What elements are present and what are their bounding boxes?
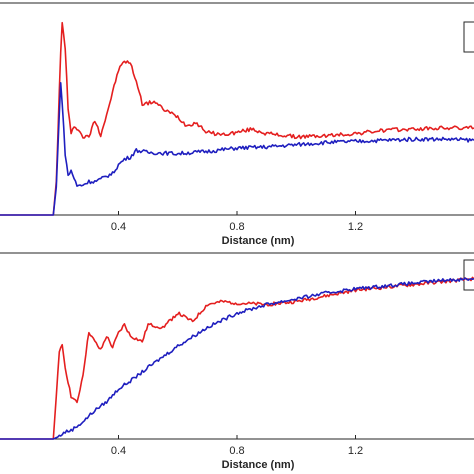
bottom-x-axis-label: Distance (nm) xyxy=(222,459,295,471)
top-series-2-line xyxy=(0,82,474,216)
bottom-series-layer xyxy=(0,276,474,440)
top-x-tick-label: 0.4 xyxy=(111,221,126,233)
bottom-series-2-line xyxy=(0,277,474,440)
bottom-legend-box[interactable] xyxy=(463,259,474,291)
top-x-tick-label: 0.8 xyxy=(229,221,244,233)
bottom-x-tick-label: 0.8 xyxy=(229,445,244,457)
bottom-x-tick-label: 0.4 xyxy=(111,445,126,457)
top-series-1-line xyxy=(0,21,474,216)
bottom-x-axis-ticks: 0.4 0.8 1.2 xyxy=(111,435,363,457)
top-legend-box[interactable] xyxy=(463,21,474,53)
top-x-axis-ticks: 0.4 0.8 1.2 xyxy=(111,211,363,233)
bottom-x-tick-label: 1.2 xyxy=(348,445,363,457)
bottom-plot-area xyxy=(0,252,474,440)
top-plot-area xyxy=(0,2,474,216)
top-chart-panel: 0.4 0.8 1.2 Distance (nm) xyxy=(0,2,474,247)
top-series-layer xyxy=(0,21,474,216)
top-x-tick-label: 1.2 xyxy=(348,221,363,233)
bottom-chart-panel: 0.4 0.8 1.2 Distance (nm) xyxy=(0,252,474,471)
top-x-axis-label: Distance (nm) xyxy=(222,235,295,247)
